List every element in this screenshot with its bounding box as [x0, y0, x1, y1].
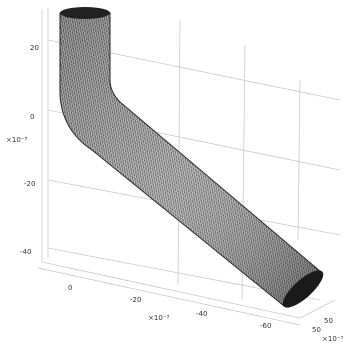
tick-label: 0	[30, 113, 34, 121]
tick-label: 0	[68, 284, 72, 292]
grid-line	[298, 80, 300, 240]
grid-line	[300, 300, 335, 318]
tick-label: 50	[324, 317, 333, 325]
axis-scale: ×10⁻³	[6, 136, 27, 144]
tick-label: -40	[20, 248, 31, 256]
page: 20 0 ×10⁻³ -20 -40 0 -20 ×10⁻³ -40 -60 5…	[0, 0, 346, 347]
axis-scale: ×10⁻³	[148, 314, 169, 322]
tick-label: -40	[196, 310, 207, 318]
axis-scale: ×10⁻³	[322, 335, 343, 343]
tick-label: 50	[312, 326, 321, 334]
tick-label: -20	[24, 180, 35, 188]
tick-label: -20	[130, 296, 141, 304]
pipe-shade	[60, 13, 321, 306]
pipe-top	[60, 7, 110, 19]
pipe	[60, 7, 328, 313]
mesh-plot: 20 0 ×10⁻³ -20 -40 0 -20 ×10⁻³ -40 -60 5…	[0, 0, 346, 347]
tick-label: -60	[260, 322, 271, 330]
tick-label: 20	[30, 44, 39, 52]
